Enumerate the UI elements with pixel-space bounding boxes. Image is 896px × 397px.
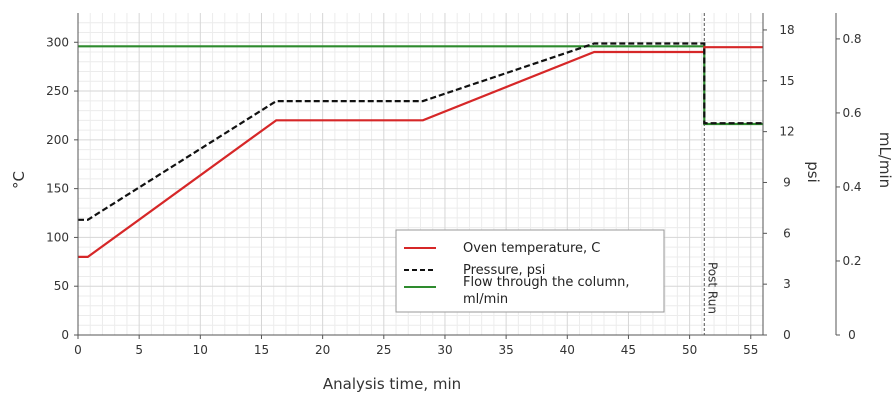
axes [77,13,837,336]
y-axis-label-psi: psi [804,161,822,183]
y-flow-tick-label: 0.6 [842,106,861,120]
y-left-tick-label: 250 [46,84,69,98]
x-tick-label: 20 [315,343,330,357]
legend-box [395,229,665,313]
y-axis-label-flow: mL/min [876,132,894,188]
x-tick-label: 25 [376,343,391,357]
y-flow-tick-label: 0 [848,328,856,342]
series-line-pressure [78,42,763,221]
y-flow-tick-label: 0.4 [842,180,861,194]
y-flow-tick-label: 0.2 [842,254,861,268]
x-tick-label: 55 [743,343,758,357]
x-tick-label: 45 [621,343,636,357]
y-psi-tick-label: 12 [779,125,794,139]
legend-label-flow-line1: Flow through the column, [463,275,629,290]
x-tick-label: 40 [560,343,575,357]
y-psi-tick-label: 0 [783,328,791,342]
x-tick-label: 5 [135,343,143,357]
y-psi-tick-label: 15 [779,74,794,88]
y-left-tick-label: 150 [46,182,69,196]
y-flow-tick-label: 0.8 [842,32,861,46]
ticks: 0 5 10 15 20 25 30 35 40 45 50 55050100150200250300… [46,23,861,357]
legend-label-flow-line2: ml/min [463,292,508,307]
series-line-oven-temperature [78,46,763,258]
x-tick-label: 10 [193,343,208,357]
y-left-tick-label: 0 [61,328,69,342]
y-left-tick-label: 50 [54,279,69,293]
y-left-tick-label: 100 [46,230,69,244]
y-axis-label-left: °C [10,171,28,189]
legend: Oven temperature, C Pressure, psi Flow t… [395,229,665,313]
y-psi-tick-label: 9 [783,175,791,189]
legend-label-pressure: Pressure, psi [463,263,545,278]
y-psi-tick-label: 6 [783,226,791,240]
x-tick-label: 35 [498,343,513,357]
legend-label-oven: Oven temperature, C [463,241,600,256]
y-left-tick-label: 200 [46,133,69,147]
x-axis-label: Analysis time, min [323,375,461,393]
y-left-tick-label: 300 [46,35,69,49]
series-layer [78,42,763,258]
post-run-region: Post Run [703,13,719,335]
x-tick-label: 0 [74,343,82,357]
y-psi-tick-label: 3 [783,277,791,291]
x-tick-label: 50 [682,343,697,357]
x-tick-label: 30 [437,343,452,357]
x-tick-label: 15 [254,343,269,357]
y-psi-tick-label: 18 [779,23,794,37]
post-run-label: Post Run [705,262,719,314]
